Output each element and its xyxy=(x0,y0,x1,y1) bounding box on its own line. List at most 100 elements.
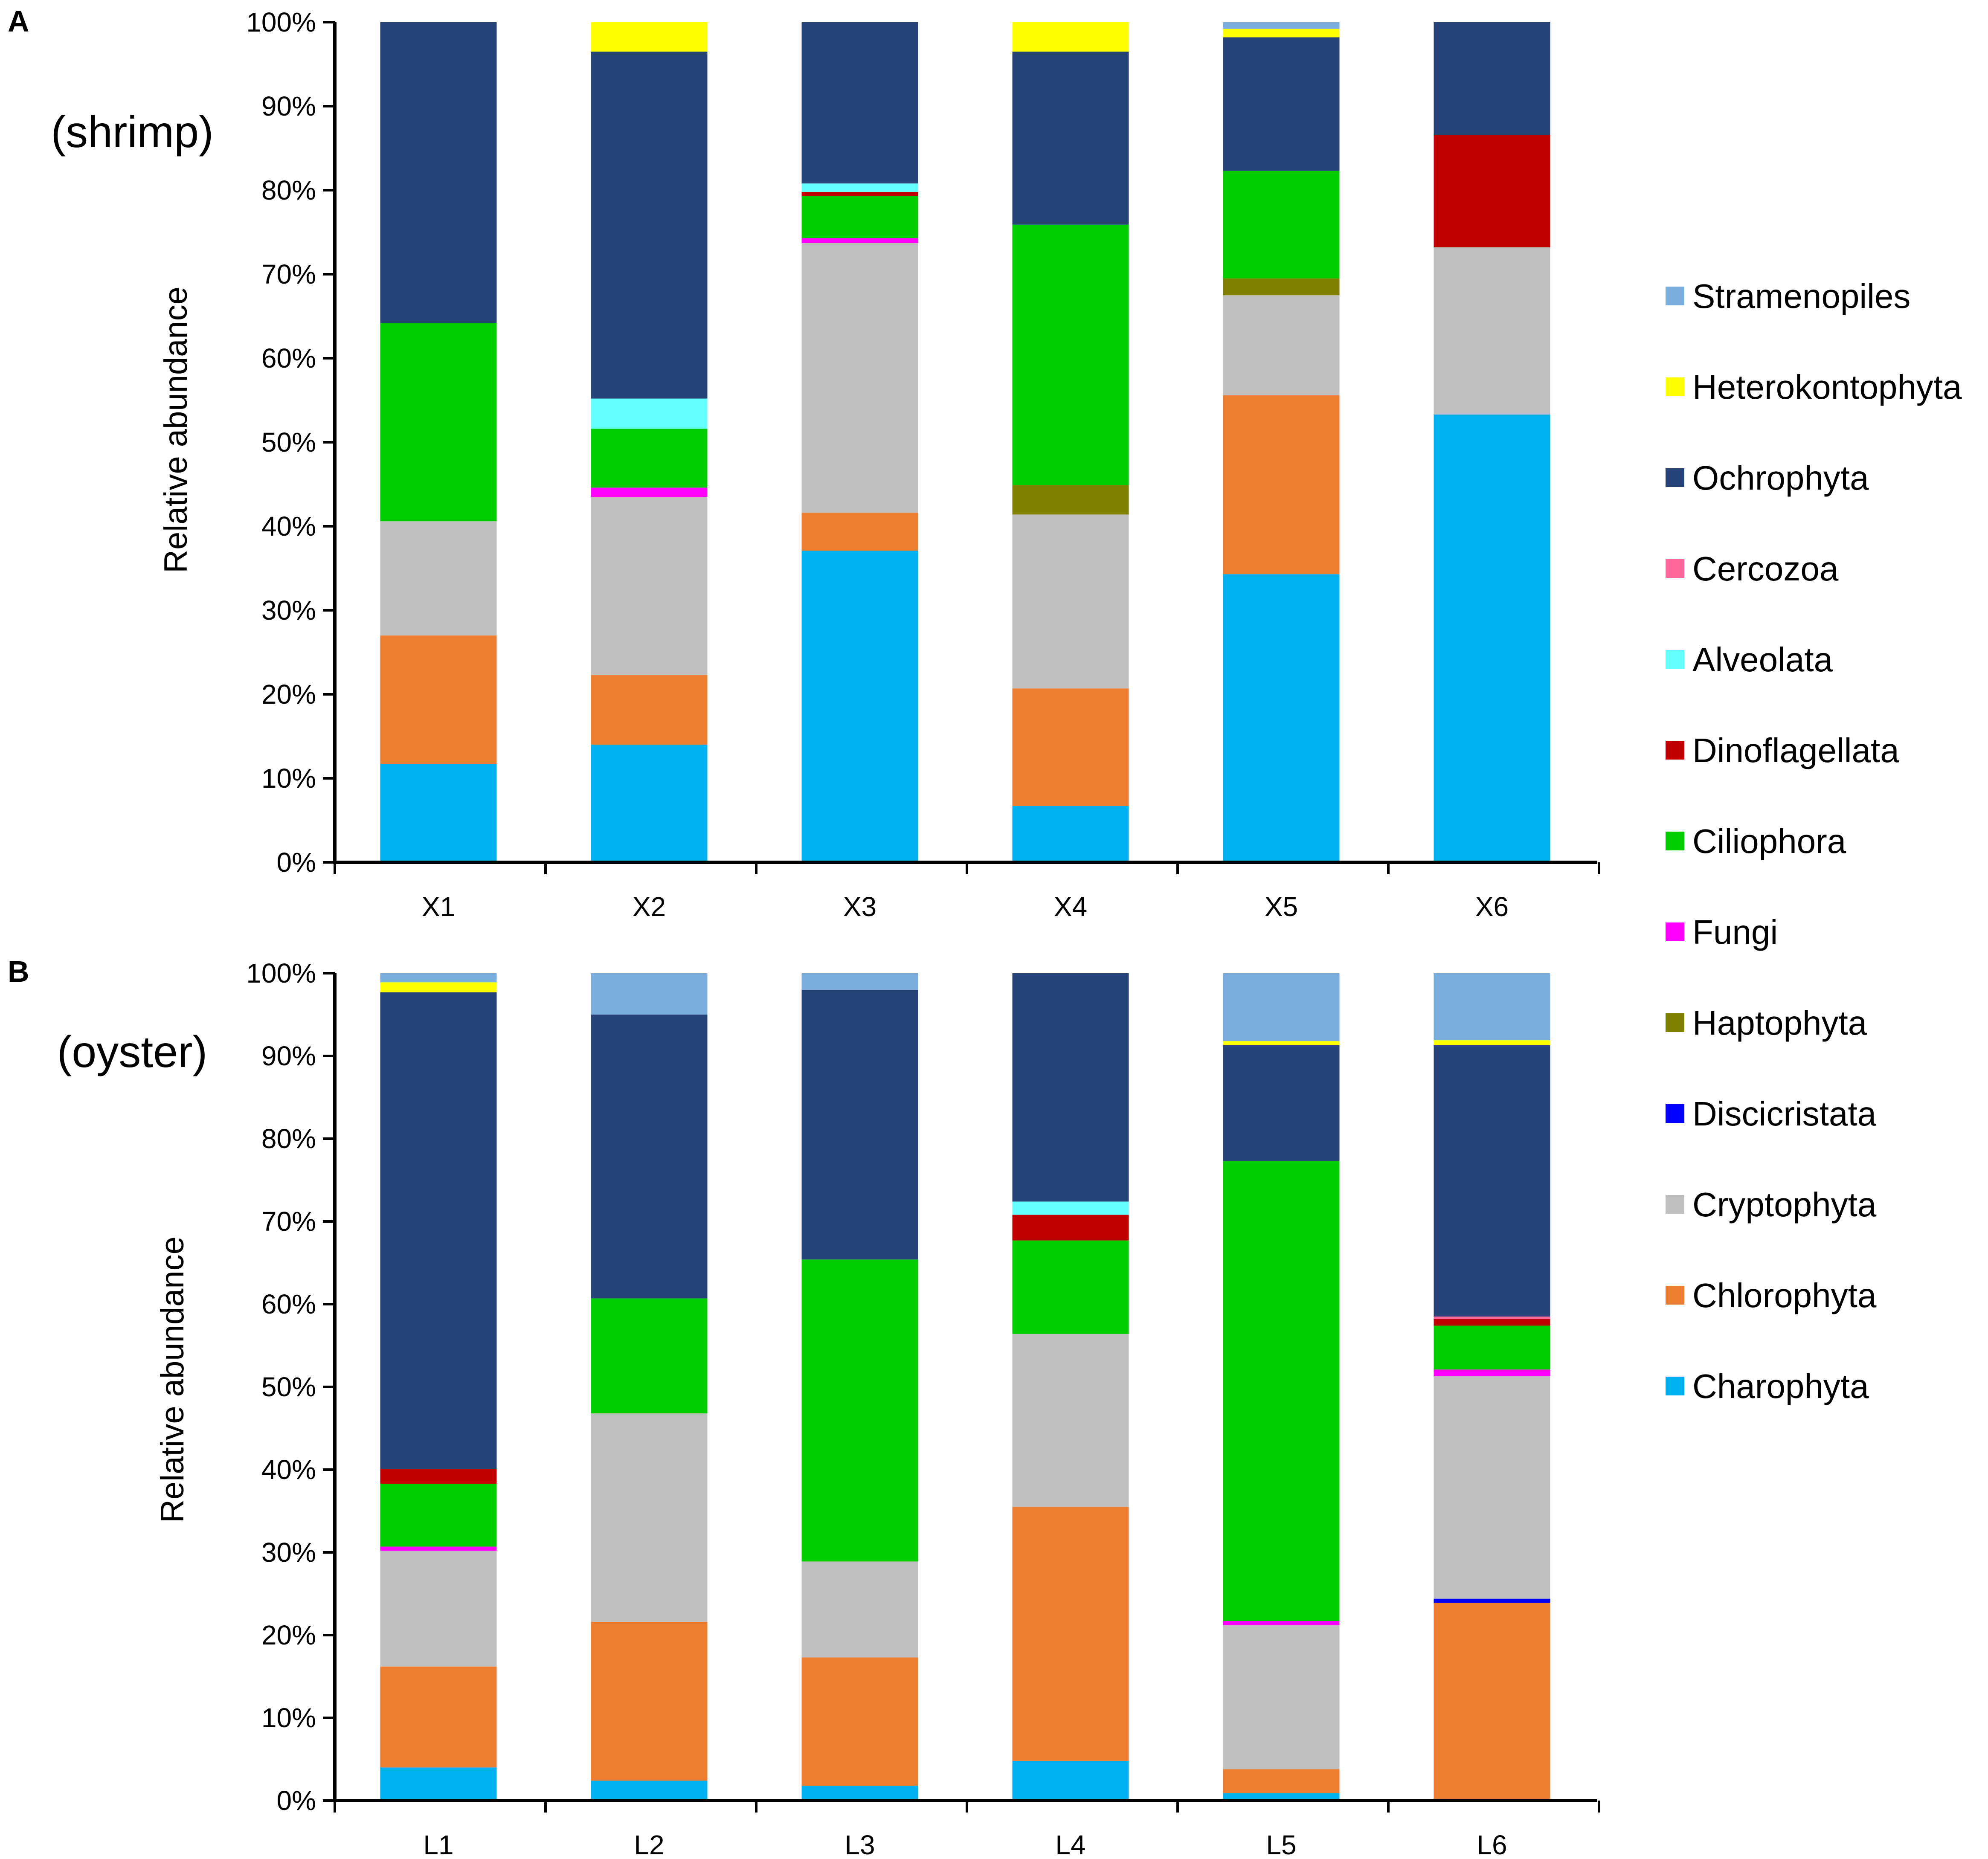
bar-segment-x2-heterokontophyta xyxy=(591,22,708,52)
bar-segment-x1-cryptophyta xyxy=(380,521,497,636)
legend-label-alveolata: Alveolata xyxy=(1692,641,1833,679)
bar-segment-x6-charophyta xyxy=(1434,414,1550,862)
bar-segment-x1-charophyta xyxy=(380,764,497,862)
bar-segment-l6-heterokontophyta xyxy=(1434,1040,1550,1045)
bar-segment-x2-ochrophyta xyxy=(591,51,708,399)
bar-segment-x3-charophyta xyxy=(801,551,918,862)
bar-segment-l5-heterokontophyta xyxy=(1223,1041,1340,1045)
legend-swatch-ochrophyta xyxy=(1666,468,1684,487)
bar-segment-l2-ciliophora xyxy=(591,1298,708,1414)
bar-segment-x1-chlorophyta xyxy=(380,635,497,764)
y-tick-label-10-: 10% xyxy=(261,1702,316,1733)
bar-segment-x5-chlorophyta xyxy=(1223,395,1340,574)
bar-segment-l2-cryptophyta xyxy=(591,1413,708,1622)
bar-segment-l3-cryptophyta xyxy=(801,1561,918,1658)
bar-segment-l4-charophyta xyxy=(1012,1760,1129,1801)
y-tick-label-70-: 70% xyxy=(261,259,316,290)
bar-segment-l5-charophyta xyxy=(1223,1793,1340,1801)
bar-segment-x6-ochrophyta xyxy=(1434,22,1550,135)
bar-segment-l6-discicristata xyxy=(1434,1598,1550,1603)
bar-segment-x3-chlorophyta xyxy=(801,513,918,551)
bar-segment-x4-charophyta xyxy=(1012,806,1129,862)
x-tick-label-x4: X4 xyxy=(1054,891,1087,922)
bar-segment-x6-dinoflagellata xyxy=(1434,134,1550,247)
legend: Stramenopiles Heterokontophyta Ochrophyta C… xyxy=(1666,277,1962,1405)
y-tick-label-70-: 70% xyxy=(261,1206,316,1237)
bar-segment-l1-ciliophora xyxy=(380,1483,497,1547)
bar-segment-l6-ochrophyta xyxy=(1434,1045,1550,1317)
x-tick-label-l4: L4 xyxy=(1055,1830,1085,1859)
bar-segment-x1-ciliophora xyxy=(380,323,497,522)
panel-letter-b: B xyxy=(8,955,29,988)
bar-segment-x5-ciliophora xyxy=(1223,171,1340,278)
bar-segment-x5-cryptophyta xyxy=(1223,295,1340,395)
bar-segment-l5-ochrophyta xyxy=(1223,1045,1340,1161)
bar-segment-x4-ochrophyta xyxy=(1012,51,1129,225)
bar-segment-x5-haptophyta xyxy=(1223,278,1340,296)
panel-b-oyster: B (oyster) Relative abundance L1 L2 L3 L4 L5… xyxy=(8,955,1600,1859)
bar-segment-l2-stramenopiles xyxy=(591,973,708,1015)
bar-segment-l4-ochrophyta xyxy=(1012,973,1129,1202)
bar-segment-l4-ciliophora xyxy=(1012,1240,1129,1334)
bar-segment-x2-chlorophyta xyxy=(591,675,708,745)
bar-segment-x3-fungi xyxy=(801,238,918,244)
bar-segment-l5-ciliophora xyxy=(1223,1161,1340,1621)
bar-segment-l1-heterokontophyta xyxy=(380,982,497,992)
legend-label-ochrophyta: Ochrophyta xyxy=(1692,459,1869,497)
y-tick-label-60-: 60% xyxy=(261,343,316,374)
x-tick-label-x1: X1 xyxy=(422,891,455,922)
x-tick-label-x2: X2 xyxy=(633,891,666,922)
legend-swatch-ciliophora xyxy=(1666,832,1684,850)
bar-segment-l1-cryptophyta xyxy=(380,1551,497,1667)
y-tick-label-50-: 50% xyxy=(261,1372,316,1402)
y-tick-label-80-: 80% xyxy=(261,175,316,206)
y-tick-label-40-: 40% xyxy=(261,1454,316,1485)
y-tick-label-30-: 30% xyxy=(261,595,316,626)
x-tick-label-l1: L1 xyxy=(423,1830,453,1859)
y-tick-label-80-: 80% xyxy=(261,1123,316,1154)
bar-segment-x5-heterokontophyta xyxy=(1223,29,1340,38)
y-tick-label-60-: 60% xyxy=(261,1289,316,1320)
bar-segment-x4-ciliophora xyxy=(1012,224,1129,485)
bar-segment-l1-stramenopiles xyxy=(380,973,497,983)
bar-segment-l3-charophyta xyxy=(801,1786,918,1801)
bar-segment-x2-ciliophora xyxy=(591,429,708,488)
bar-segment-l4-cryptophyta xyxy=(1012,1334,1129,1507)
legend-label-cercozoa: Cercozoa xyxy=(1692,550,1839,588)
bar-segment-l6-ciliophora xyxy=(1434,1325,1550,1370)
x-tick-label-l3: L3 xyxy=(845,1830,875,1859)
bar-segment-l1-fungi xyxy=(380,1546,497,1551)
y-tick-label-50-: 50% xyxy=(261,427,316,458)
bar-segment-x3-cryptophyta xyxy=(801,243,918,513)
x-tick-label-l2: L2 xyxy=(634,1830,664,1859)
bar-segment-x5-charophyta xyxy=(1223,574,1340,862)
legend-swatch-chlorophyta xyxy=(1666,1286,1684,1305)
panel-subtitle-oyster: (oyster) xyxy=(57,1027,207,1077)
bar-segment-x2-fungi xyxy=(591,487,708,497)
x-tick-label-x5: X5 xyxy=(1265,891,1298,922)
bar-segment-l6-cercozoa xyxy=(1434,1317,1550,1319)
x-tick-label-l5: L5 xyxy=(1266,1830,1296,1859)
legend-swatch-fungi xyxy=(1666,922,1684,941)
panel-letter-a: A xyxy=(8,5,29,38)
bar-segment-l6-dinoflagellata xyxy=(1434,1319,1550,1326)
x-tick-label-x3: X3 xyxy=(843,891,876,922)
legend-swatch-haptophyta xyxy=(1666,1013,1684,1032)
y-tick-label-40-: 40% xyxy=(261,511,316,542)
bar-segment-x4-haptophyta xyxy=(1012,485,1129,515)
bar-segment-x3-dinoflagellata xyxy=(801,191,918,196)
bar-segment-l3-stramenopiles xyxy=(801,973,918,990)
bar-segment-x3-ochrophyta xyxy=(801,22,918,184)
bar-segment-l5-chlorophyta xyxy=(1223,1769,1340,1793)
bar-segment-l2-charophyta xyxy=(591,1781,708,1801)
bar-segment-x6-cryptophyta xyxy=(1434,247,1550,415)
bar-segment-l1-dinoflagellata xyxy=(380,1469,497,1484)
bar-segment-l3-chlorophyta xyxy=(801,1657,918,1786)
bar-segment-l3-ciliophora xyxy=(801,1259,918,1562)
bar-segment-l3-ochrophyta xyxy=(801,989,918,1260)
y-tick-label-0-: 0% xyxy=(277,1785,316,1816)
legend-swatch-cryptophyta xyxy=(1666,1195,1684,1214)
y-tick-label-90-: 90% xyxy=(261,91,316,122)
x-tick-label-x6: X6 xyxy=(1475,891,1509,922)
